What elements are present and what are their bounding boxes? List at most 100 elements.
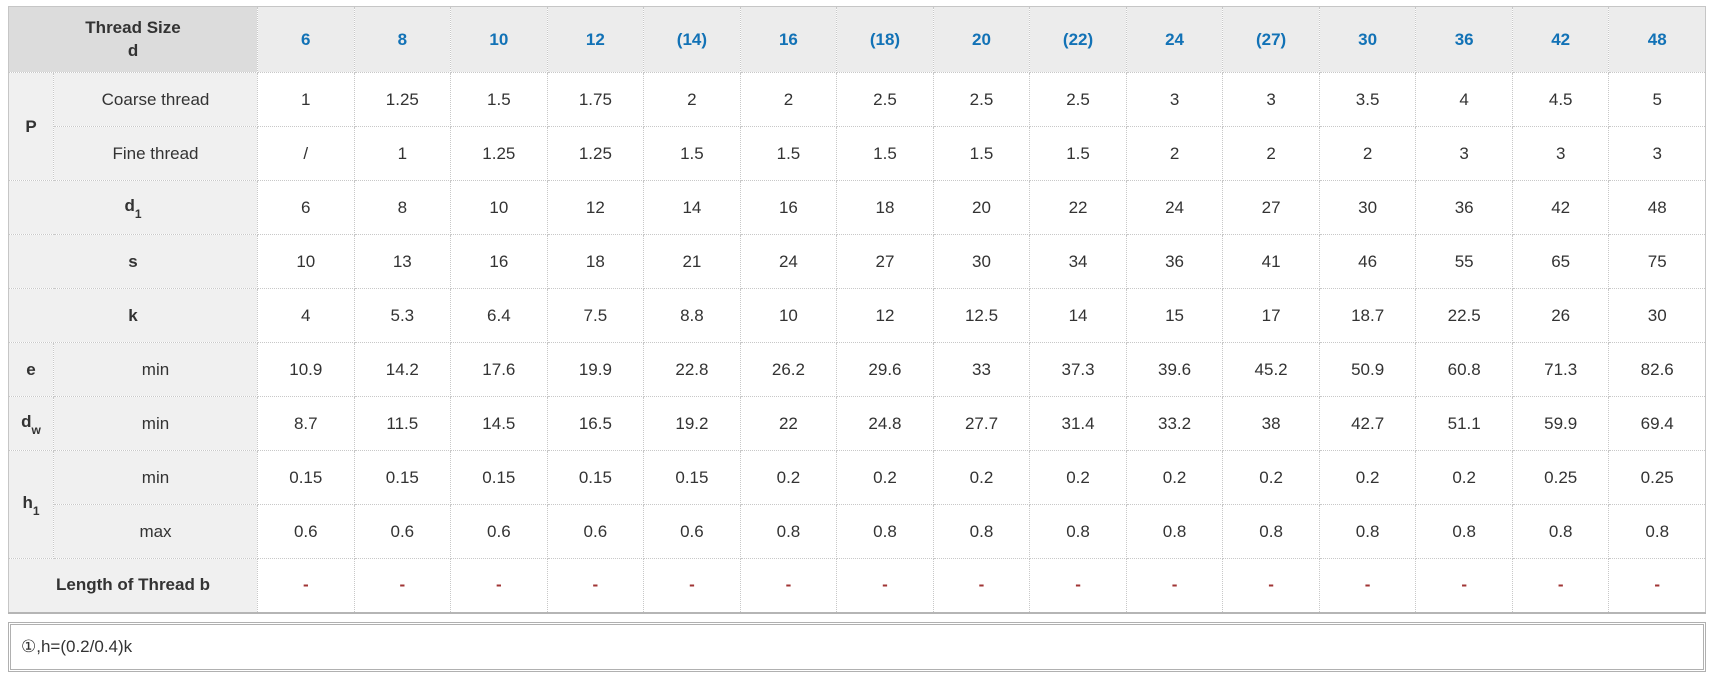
value-cell: 16 xyxy=(739,180,838,235)
value-cell: 0.2 xyxy=(739,450,838,505)
value-cell: 0.2 xyxy=(836,450,934,505)
value-cell: 8 xyxy=(353,180,452,235)
value-cell: - xyxy=(643,558,741,613)
value-cell: 18 xyxy=(836,180,934,235)
value-cell: 2 xyxy=(739,72,838,127)
value-cell: 0.15 xyxy=(353,450,452,505)
value-cell: 0.8 xyxy=(1415,504,1513,559)
value-cell: 27 xyxy=(836,234,934,289)
value-cell: 2 xyxy=(1222,126,1320,181)
value-cell: 8.8 xyxy=(643,288,741,343)
table-row-length-of-thread: Length of Thread b --------------- xyxy=(7,558,1706,613)
value-cell: 71.3 xyxy=(1511,342,1610,397)
value-cell: - xyxy=(836,558,934,613)
value-cell: 0.2 xyxy=(1318,450,1417,505)
value-cell: 1.25 xyxy=(353,72,452,127)
column-header-14[interactable]: (14) xyxy=(643,6,741,73)
column-header-6[interactable]: 6 xyxy=(257,6,355,73)
value-cell: 24 xyxy=(1125,180,1224,235)
value-cell: 2 xyxy=(1318,126,1417,181)
value-cell: - xyxy=(353,558,452,613)
row-label-text: k xyxy=(128,305,138,325)
value-cell: 10 xyxy=(257,234,355,289)
value-cell: 27.7 xyxy=(932,396,1031,451)
value-cell: 34 xyxy=(1029,234,1127,289)
value-cell: 12 xyxy=(546,180,645,235)
row-group-text: h xyxy=(22,493,33,513)
row-label-s: s xyxy=(7,234,259,289)
value-cell: 16 xyxy=(450,234,548,289)
row-label-h1-max: max xyxy=(52,504,259,559)
table-row-s: s 10 13 16 18 21 24 27 30 34 36 41 46 55 65 75 xyxy=(7,234,1706,289)
column-header-10[interactable]: 10 xyxy=(450,6,548,73)
row-label-text: d xyxy=(124,196,135,216)
value-cell: 12 xyxy=(836,288,934,343)
row-label-text: max xyxy=(139,521,172,541)
value-cell: 0.15 xyxy=(643,450,741,505)
value-cell: 30 xyxy=(1318,180,1417,235)
value-cell: 1.5 xyxy=(932,126,1031,181)
value-cell: 26 xyxy=(1511,288,1610,343)
column-header-20[interactable]: 20 xyxy=(932,6,1031,73)
column-header-24[interactable]: 24 xyxy=(1125,6,1224,73)
value-cell: 51.1 xyxy=(1415,396,1513,451)
value-cell: 4.5 xyxy=(1511,72,1610,127)
value-cell: 0.6 xyxy=(450,504,548,559)
value-cell: 27 xyxy=(1222,180,1320,235)
value-cell: 1.5 xyxy=(739,126,838,181)
column-header-30[interactable]: 30 xyxy=(1318,6,1417,73)
value-cell: 60.8 xyxy=(1415,342,1513,397)
value-cell: 1.25 xyxy=(546,126,645,181)
column-header-12[interactable]: 12 xyxy=(546,6,645,73)
column-header-22[interactable]: (22) xyxy=(1029,6,1127,73)
value-cell: 16.5 xyxy=(546,396,645,451)
value-cell: 22.8 xyxy=(643,342,741,397)
column-header-16[interactable]: 16 xyxy=(739,6,838,73)
value-cell: 0.8 xyxy=(932,504,1031,559)
value-cell: 1.5 xyxy=(450,72,548,127)
row-group-subscript: w xyxy=(31,422,41,437)
value-cell: 11.5 xyxy=(353,396,452,451)
table-row-d1: d1 6 8 10 12 14 16 18 20 22 24 27 30 36 42 48 xyxy=(7,180,1706,235)
value-cell: 0.2 xyxy=(1125,450,1224,505)
value-cell: - xyxy=(257,558,355,613)
value-cell: 24.8 xyxy=(836,396,934,451)
column-header-36[interactable]: 36 xyxy=(1415,6,1513,73)
table-row-dw-min: dw min 8.7 11.5 14.5 16.5 19.2 22 24.8 27.7 31.4… xyxy=(8,396,1706,451)
value-cell: 41 xyxy=(1222,234,1320,289)
value-cell: 21 xyxy=(643,234,741,289)
column-header-48[interactable]: 48 xyxy=(1608,6,1706,73)
value-cell: 2 xyxy=(1125,126,1224,181)
value-cell: 1 xyxy=(257,72,355,127)
corner-title-line1: Thread Size xyxy=(85,17,181,37)
value-cell: - xyxy=(1222,558,1320,613)
thread-spec-table: Thread Size d 6 8 10 12 (14) 16 (18) 20 (22) 24 (2… xyxy=(7,6,1706,614)
row-label-k: k xyxy=(7,288,259,343)
value-cell: - xyxy=(1511,558,1610,613)
column-header-42[interactable]: 42 xyxy=(1511,6,1610,73)
value-cell: 55 xyxy=(1415,234,1513,289)
column-header-27[interactable]: (27) xyxy=(1222,6,1320,73)
value-cell: 0.15 xyxy=(546,450,645,505)
row-label-d1: d1 xyxy=(7,180,259,235)
column-header-18[interactable]: (18) xyxy=(836,6,934,73)
value-cell: 1.5 xyxy=(1029,126,1127,181)
value-cell: 33.2 xyxy=(1125,396,1224,451)
value-cell: 30 xyxy=(932,234,1031,289)
value-cell: 4 xyxy=(257,288,355,343)
value-cell: 31.4 xyxy=(1029,396,1127,451)
value-cell: 1.5 xyxy=(836,126,934,181)
row-group-text: P xyxy=(25,116,37,136)
value-cell: 0.6 xyxy=(546,504,645,559)
value-cell: 26.2 xyxy=(739,342,838,397)
value-cell: 3 xyxy=(1415,126,1513,181)
value-cell: 0.8 xyxy=(1608,504,1706,559)
column-header-8[interactable]: 8 xyxy=(353,6,452,73)
value-cell: 14 xyxy=(643,180,741,235)
value-cell: 1.5 xyxy=(643,126,741,181)
value-cell: 38 xyxy=(1222,396,1320,451)
row-label-subscript: 1 xyxy=(134,206,142,221)
value-cell: 0.2 xyxy=(1029,450,1127,505)
value-cell: 2.5 xyxy=(1029,72,1127,127)
value-cell: 59.9 xyxy=(1511,396,1610,451)
